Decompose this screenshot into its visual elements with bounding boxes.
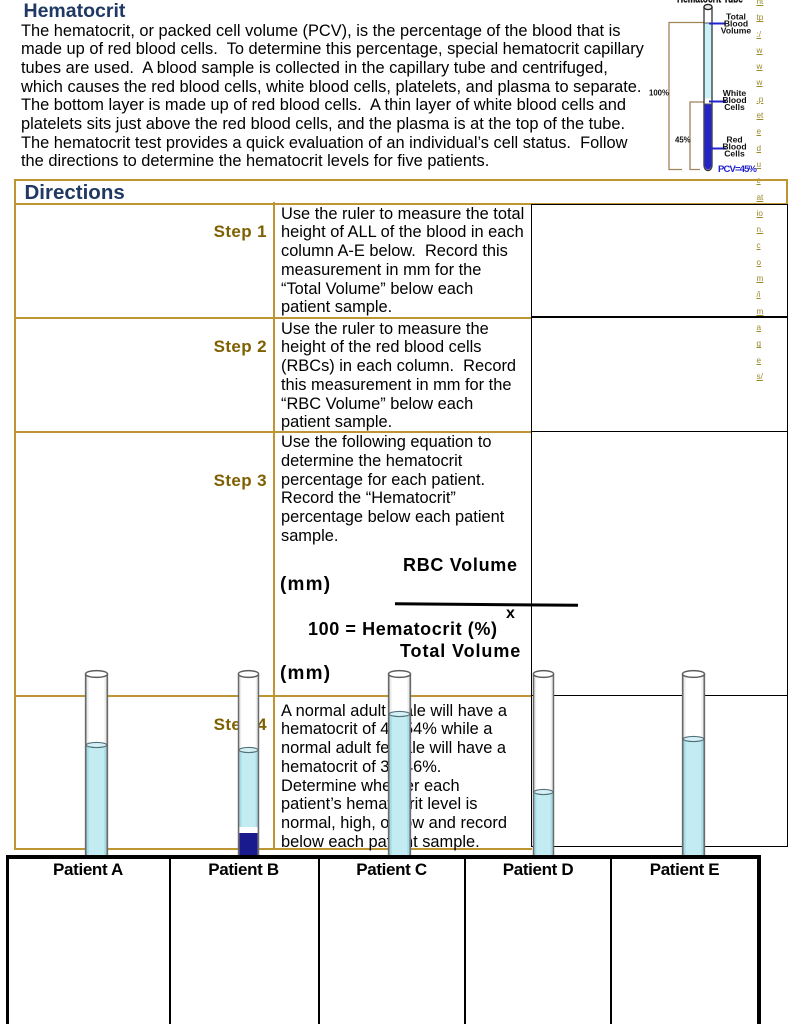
svg-text:Red: Red [726, 135, 742, 145]
svg-text:Cells: Cells [724, 102, 745, 112]
svg-text:Blood: Blood [722, 142, 746, 152]
svg-text:Blood: Blood [724, 19, 748, 29]
svg-text:White: White [723, 88, 747, 98]
svg-text:Blood: Blood [722, 95, 746, 105]
svg-text:Cells: Cells [724, 149, 745, 159]
svg-text:Total: Total [726, 12, 746, 22]
svg-text:100%: 100% [649, 89, 669, 98]
svg-text:Volume: Volume [721, 26, 752, 36]
svg-text:Hematocrit Tube: Hematocrit Tube [677, 0, 743, 6]
svg-text:45%: 45% [675, 136, 691, 145]
svg-text:PCV=45%: PCV=45% [718, 164, 758, 175]
